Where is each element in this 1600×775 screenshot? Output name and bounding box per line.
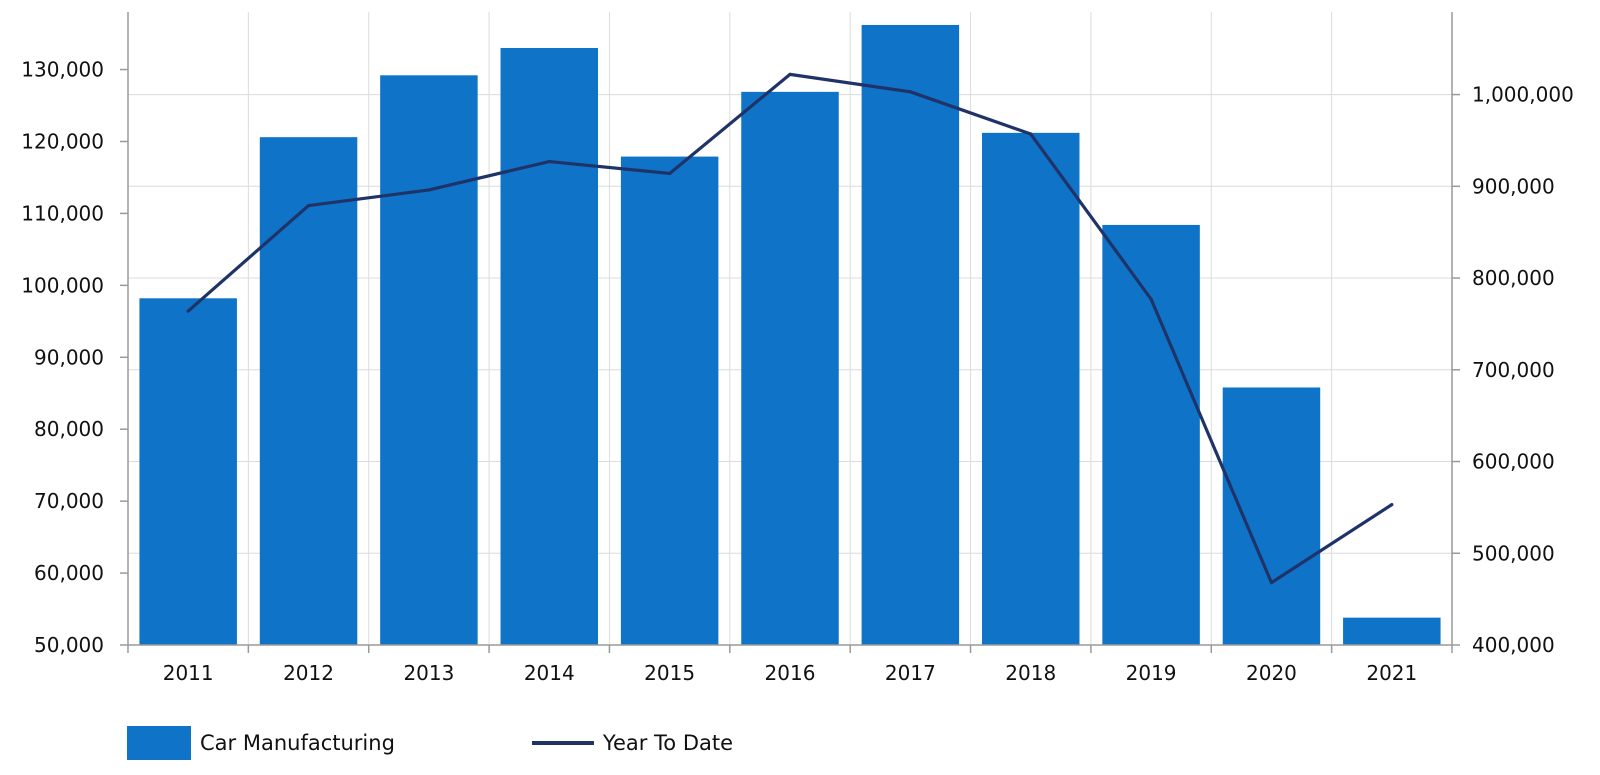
bar-series-car-manufacturing	[139, 24, 1441, 646]
bar-2012	[259, 137, 358, 645]
bar-2011	[139, 298, 237, 645]
x-axis-tick-label: 2015	[644, 661, 695, 685]
line-point-2017	[908, 90, 912, 94]
line-series-year-to-date	[186, 72, 1394, 585]
legend-label-car-manufacturing: Car Manufacturing	[200, 731, 395, 755]
right-axis-tick-label: 800,000	[1472, 266, 1555, 290]
line-point-2015	[668, 171, 672, 176]
x-axis-tick-label: 2011	[163, 661, 214, 685]
line-point-2020	[1269, 581, 1274, 585]
legend-item-car-manufacturing[interactable]: Car Manufacturing	[127, 726, 395, 760]
x-axis-tick-label: 2017	[885, 661, 936, 685]
left-axis-tick-label: 90,000	[34, 345, 104, 369]
line-point-2012	[306, 203, 311, 208]
left-axis-tick-label: 130,000	[21, 58, 104, 82]
x-axis-tick-label: 2012	[283, 661, 334, 685]
line-point-2016	[788, 72, 792, 76]
bar-2017	[861, 24, 960, 645]
bar-2020	[1222, 387, 1321, 645]
bar-2014	[500, 47, 599, 646]
bar-2016	[741, 91, 839, 646]
tick-labels: 50,000 60,000 70,000 80,000 90,000 100,000 110…	[21, 58, 1574, 685]
line-point-2011	[186, 309, 190, 313]
right-axis-tick-label: 400,000	[1472, 633, 1555, 657]
legend-item-year-to-date[interactable]: Year To Date	[531, 731, 734, 755]
bar-2013	[380, 75, 478, 646]
x-axis-tick-label: 2013	[403, 661, 454, 685]
x-axis-tick-label: 2021	[1366, 661, 1417, 685]
line-point-2018	[1029, 132, 1033, 136]
x-axis-tick-label: 2018	[1005, 661, 1056, 685]
legend-swatch-line	[531, 741, 594, 745]
right-axis-tick-label: 500,000	[1472, 541, 1555, 565]
left-axis-tick-label: 100,000	[21, 273, 104, 297]
x-axis-tick-label: 2019	[1126, 661, 1177, 685]
bar-2018	[981, 132, 1080, 645]
right-axis-tick-label: 900,000	[1472, 174, 1555, 198]
left-axis-tick-label: 120,000	[21, 129, 104, 153]
legend-label-year-to-date: Year To Date	[602, 731, 734, 755]
bar-2015	[620, 156, 719, 646]
left-axis-tick-label: 70,000	[34, 489, 104, 513]
legend: Car Manufacturing Year To Date	[127, 726, 870, 760]
axes	[120, 12, 1460, 653]
right-axis-tick-label: 1,000,000	[1472, 83, 1574, 107]
x-axis-tick-label: 2016	[765, 661, 816, 685]
left-axis-tick-label: 60,000	[34, 561, 104, 585]
left-axis-tick-label: 50,000	[34, 633, 104, 657]
line-point-2021	[1390, 503, 1394, 507]
line-point-2019	[1149, 297, 1153, 301]
bar-2019	[1102, 224, 1200, 645]
x-axis-tick-label: 2014	[524, 661, 575, 685]
right-axis-tick-label: 600,000	[1472, 450, 1555, 474]
line-point-2014	[547, 159, 551, 164]
left-axis-tick-label: 110,000	[21, 201, 104, 225]
x-axis-tick-label: 2020	[1246, 661, 1297, 685]
legend-swatch-bar	[127, 726, 191, 760]
bar-2021	[1343, 617, 1441, 645]
left-axis-tick-label: 80,000	[34, 417, 104, 441]
line-point-2013	[427, 188, 431, 192]
right-axis-tick-label: 700,000	[1472, 358, 1555, 382]
